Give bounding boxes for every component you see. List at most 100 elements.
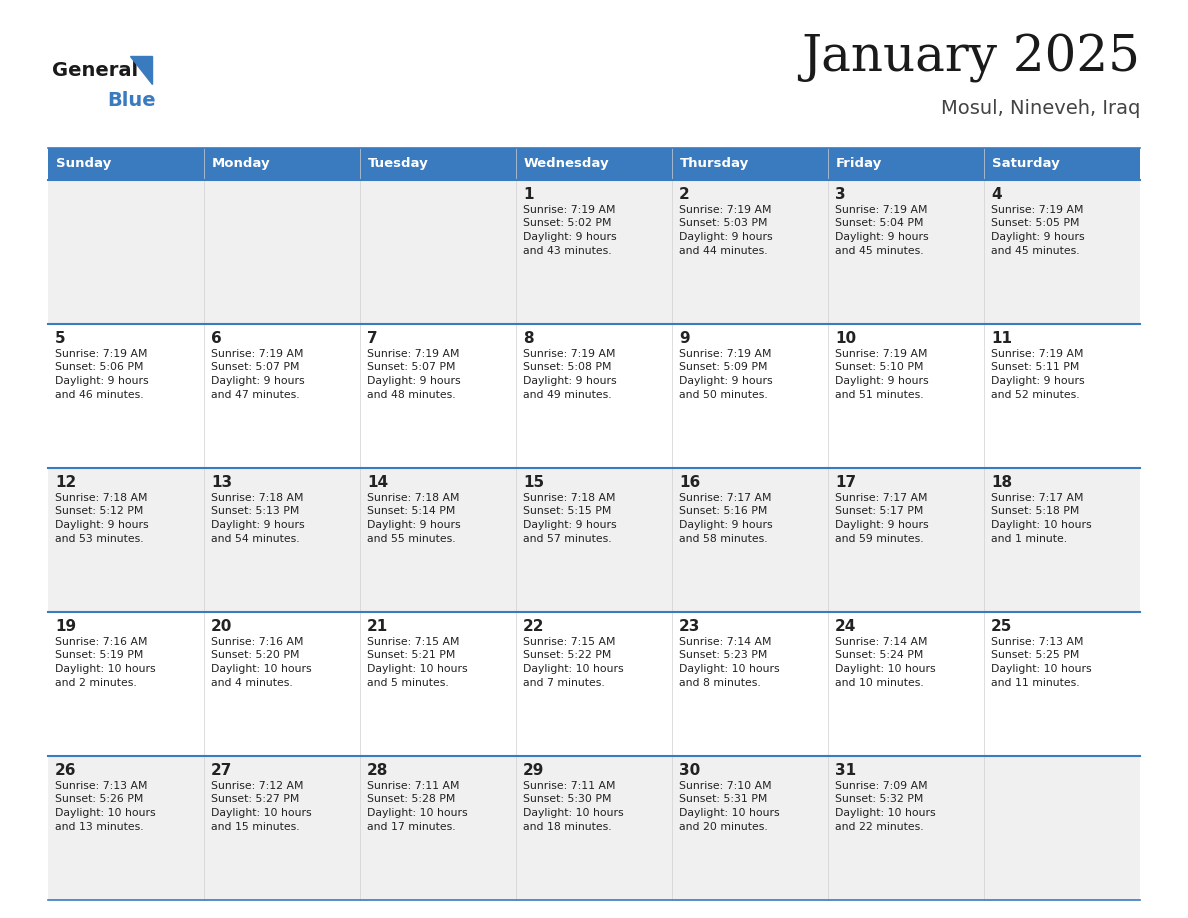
Text: Sunrise: 7:19 AM: Sunrise: 7:19 AM [523,349,615,359]
Text: Sunrise: 7:19 AM: Sunrise: 7:19 AM [523,205,615,215]
Text: Daylight: 9 hours: Daylight: 9 hours [367,376,461,386]
Text: 12: 12 [55,475,76,490]
Text: Sunrise: 7:17 AM: Sunrise: 7:17 AM [835,493,928,503]
Text: Sunrise: 7:19 AM: Sunrise: 7:19 AM [991,349,1083,359]
Text: and 7 minutes.: and 7 minutes. [523,677,605,688]
Text: Sunday: Sunday [56,158,112,171]
Text: Sunrise: 7:19 AM: Sunrise: 7:19 AM [991,205,1083,215]
Text: and 49 minutes.: and 49 minutes. [523,389,612,399]
Text: Sunset: 5:02 PM: Sunset: 5:02 PM [523,218,612,229]
Text: and 44 minutes.: and 44 minutes. [680,245,767,255]
Text: and 45 minutes.: and 45 minutes. [835,245,923,255]
Text: and 46 minutes.: and 46 minutes. [55,389,144,399]
Text: Sunrise: 7:19 AM: Sunrise: 7:19 AM [680,205,771,215]
Text: 24: 24 [835,619,857,634]
Text: and 2 minutes.: and 2 minutes. [55,677,137,688]
Text: 5: 5 [55,331,65,346]
Polygon shape [129,56,152,84]
Text: 20: 20 [211,619,233,634]
Text: Daylight: 10 hours: Daylight: 10 hours [991,664,1092,674]
Text: January 2025: January 2025 [801,33,1140,83]
Text: Sunset: 5:15 PM: Sunset: 5:15 PM [523,507,612,517]
Text: Sunset: 5:31 PM: Sunset: 5:31 PM [680,794,767,804]
Text: Sunrise: 7:11 AM: Sunrise: 7:11 AM [523,781,615,791]
Text: 18: 18 [991,475,1012,490]
Text: Tuesday: Tuesday [368,158,429,171]
Text: Sunrise: 7:15 AM: Sunrise: 7:15 AM [367,637,460,647]
Text: Sunset: 5:25 PM: Sunset: 5:25 PM [991,651,1080,660]
Text: Sunrise: 7:18 AM: Sunrise: 7:18 AM [55,493,147,503]
Text: and 58 minutes.: and 58 minutes. [680,533,767,543]
Text: 11: 11 [991,331,1012,346]
Text: Sunrise: 7:16 AM: Sunrise: 7:16 AM [55,637,147,647]
Text: 19: 19 [55,619,76,634]
Text: Thursday: Thursday [680,158,750,171]
Text: Sunset: 5:03 PM: Sunset: 5:03 PM [680,218,767,229]
Text: Daylight: 9 hours: Daylight: 9 hours [680,232,772,242]
Text: Sunset: 5:18 PM: Sunset: 5:18 PM [991,507,1080,517]
Text: Sunset: 5:14 PM: Sunset: 5:14 PM [367,507,455,517]
Text: Sunrise: 7:13 AM: Sunrise: 7:13 AM [991,637,1083,647]
Text: Sunset: 5:12 PM: Sunset: 5:12 PM [55,507,144,517]
Text: Daylight: 9 hours: Daylight: 9 hours [523,232,617,242]
Text: Daylight: 9 hours: Daylight: 9 hours [55,520,148,530]
Text: 17: 17 [835,475,857,490]
Text: Daylight: 9 hours: Daylight: 9 hours [835,376,929,386]
Text: Daylight: 9 hours: Daylight: 9 hours [367,520,461,530]
Text: Daylight: 9 hours: Daylight: 9 hours [680,376,772,386]
Text: Daylight: 10 hours: Daylight: 10 hours [55,664,156,674]
Text: 8: 8 [523,331,533,346]
Text: Sunrise: 7:10 AM: Sunrise: 7:10 AM [680,781,772,791]
Text: Sunset: 5:08 PM: Sunset: 5:08 PM [523,363,612,373]
Text: and 22 minutes.: and 22 minutes. [835,822,923,832]
Text: Sunrise: 7:16 AM: Sunrise: 7:16 AM [211,637,303,647]
Bar [48,756,1140,900]
Text: Daylight: 10 hours: Daylight: 10 hours [835,808,936,818]
Text: and 4 minutes.: and 4 minutes. [211,677,292,688]
Text: 15: 15 [523,475,544,490]
Text: Daylight: 10 hours: Daylight: 10 hours [367,664,468,674]
Text: Sunrise: 7:12 AM: Sunrise: 7:12 AM [211,781,303,791]
Text: 14: 14 [367,475,388,490]
Text: Monday: Monday [211,158,271,171]
Text: Sunrise: 7:17 AM: Sunrise: 7:17 AM [991,493,1083,503]
Text: and 5 minutes.: and 5 minutes. [367,677,449,688]
Text: Daylight: 9 hours: Daylight: 9 hours [211,376,304,386]
Text: and 45 minutes.: and 45 minutes. [991,245,1080,255]
Text: Daylight: 10 hours: Daylight: 10 hours [523,664,624,674]
Bar [48,612,1140,756]
Text: 2: 2 [680,187,690,202]
Text: 30: 30 [680,763,700,778]
Text: Sunset: 5:13 PM: Sunset: 5:13 PM [211,507,299,517]
Text: Sunset: 5:10 PM: Sunset: 5:10 PM [835,363,923,373]
Text: 1: 1 [523,187,533,202]
Text: Sunset: 5:30 PM: Sunset: 5:30 PM [523,794,612,804]
Text: Sunset: 5:24 PM: Sunset: 5:24 PM [835,651,923,660]
Text: Sunset: 5:16 PM: Sunset: 5:16 PM [680,507,767,517]
Text: 21: 21 [367,619,388,634]
Text: Sunrise: 7:19 AM: Sunrise: 7:19 AM [680,349,771,359]
Text: Daylight: 10 hours: Daylight: 10 hours [211,664,311,674]
Text: and 47 minutes.: and 47 minutes. [211,389,299,399]
Text: and 55 minutes.: and 55 minutes. [367,533,456,543]
Text: Daylight: 9 hours: Daylight: 9 hours [211,520,304,530]
Text: 29: 29 [523,763,544,778]
Text: Sunset: 5:22 PM: Sunset: 5:22 PM [523,651,612,660]
Bar [48,148,204,180]
Text: Sunrise: 7:19 AM: Sunrise: 7:19 AM [211,349,303,359]
Bar [828,148,984,180]
Text: Sunset: 5:11 PM: Sunset: 5:11 PM [991,363,1080,373]
Text: Daylight: 9 hours: Daylight: 9 hours [991,376,1085,386]
Text: 16: 16 [680,475,700,490]
Bar [48,324,1140,468]
Text: 7: 7 [367,331,378,346]
Text: Sunset: 5:07 PM: Sunset: 5:07 PM [367,363,455,373]
Text: Saturday: Saturday [992,158,1060,171]
Text: Sunset: 5:09 PM: Sunset: 5:09 PM [680,363,767,373]
Text: Daylight: 10 hours: Daylight: 10 hours [55,808,156,818]
Text: Sunrise: 7:13 AM: Sunrise: 7:13 AM [55,781,147,791]
Text: Daylight: 10 hours: Daylight: 10 hours [680,808,779,818]
Text: Daylight: 10 hours: Daylight: 10 hours [211,808,311,818]
Text: Sunrise: 7:14 AM: Sunrise: 7:14 AM [835,637,928,647]
Text: 22: 22 [523,619,544,634]
